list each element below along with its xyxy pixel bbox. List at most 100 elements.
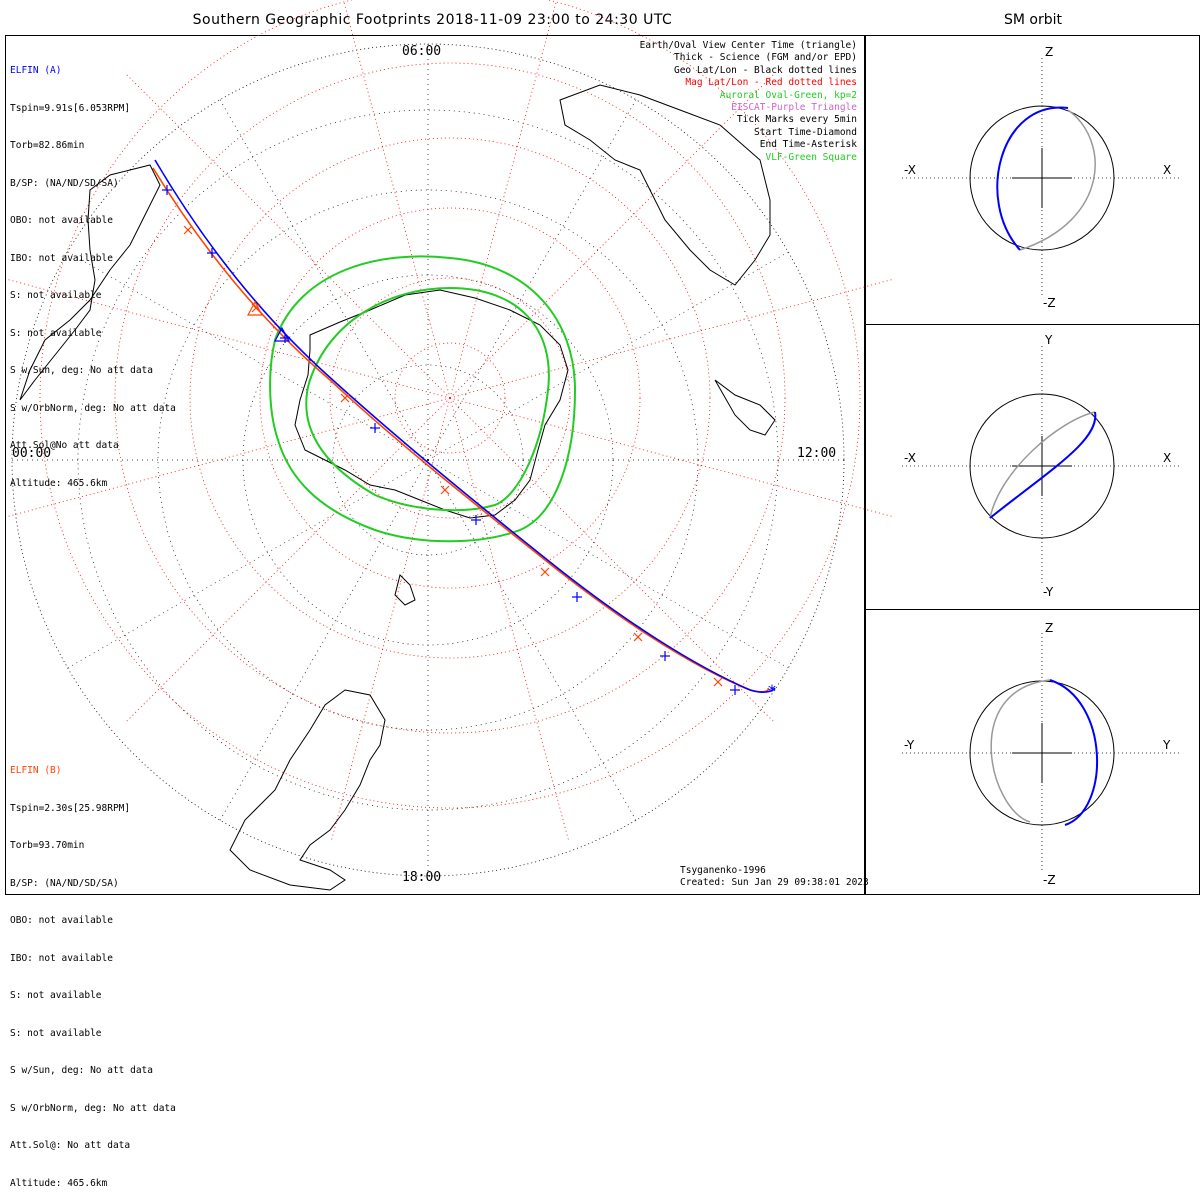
map-legend: Earth/Oval View Center Time (triangle) T…	[640, 40, 857, 164]
sm2-up-label: Y	[1045, 333, 1053, 347]
plot-title: Southern Geographic Footprints 2018-11-0…	[192, 12, 673, 28]
elfin-a-line: B/SP: (NA/ND/SD/SA)	[10, 177, 119, 189]
sm-orbit-far-side	[990, 679, 1051, 823]
mag-latitude-circle	[114, 62, 786, 734]
elfin-b-tick	[440, 485, 450, 495]
credit-block: Tsyganenko-1996 Created: Sun Jan 29 09:3…	[680, 865, 869, 889]
elfin-b-line: Att.Sol@: No att data	[10, 1140, 131, 1151]
legend-item: Thick - Science (FGM and/or EPD)	[673, 52, 857, 64]
elfin-a-end-asterisk: *	[768, 681, 776, 700]
sm-orbit-near-side	[996, 106, 1069, 251]
elfin-b-tick	[340, 393, 350, 403]
elfin-a-line: Altitude: 465.6km	[10, 477, 108, 489]
legend-item: Mag Lat/Lon - Red dotted lines	[685, 77, 857, 89]
time-label-top: 06:00	[402, 44, 442, 59]
model-name: Tsyganenko-1996	[680, 865, 766, 876]
elfin-b-tick	[183, 225, 193, 235]
elfin-b-line: Altitude: 465.6km	[10, 1177, 108, 1189]
sm3-up-label: Z	[1045, 621, 1054, 635]
legend-item: Start Time-Diamond	[754, 126, 857, 138]
elfin-a-line: Torb=82.86min	[10, 140, 85, 151]
auroral-oval-inner	[305, 286, 550, 512]
mag-meridian	[449, 397, 570, 843]
elfin-b-tick	[540, 567, 550, 577]
sm-orbit-near-side	[989, 411, 1097, 519]
elfin-a-line: S w/Sun, deg: No att data	[10, 365, 153, 376]
mag-meridian	[5, 278, 451, 399]
elfin-b-tick	[713, 677, 723, 687]
elfin-b-line: Torb=93.70min	[10, 840, 85, 851]
mag-meridian	[449, 397, 776, 724]
sm1-left-label: -X	[904, 163, 916, 177]
elfin-b-line: B/SP: (NA/ND/SD/SA)	[10, 877, 119, 889]
time-label-bottom: 18:00	[402, 870, 442, 885]
legend-item: EISCAT-Purple Triangle	[731, 102, 857, 114]
mag-meridian	[124, 397, 451, 724]
mag-meridian	[449, 397, 895, 518]
mag-latitude-circle	[39, 0, 861, 809]
elfin-a-line: OBO: not available	[10, 215, 113, 226]
legend-item: Auroral Oval-Green, kp=2	[719, 89, 857, 101]
legend-item: Tick Marks every 5min	[736, 114, 857, 126]
mag-meridian	[449, 72, 776, 399]
sm2-right-label: X	[1163, 451, 1172, 465]
mag-latitude-circle	[329, 277, 571, 519]
sm1-up-label: Z	[1045, 45, 1054, 59]
mag-meridian	[449, 0, 558, 399]
elfin-b-line: IBO: not available	[10, 952, 113, 964]
geo-meridian	[219, 459, 429, 821]
elfin-a-name: ELFIN (A)	[10, 65, 62, 76]
geo-meridian	[427, 251, 789, 461]
elfin-a-info: ELFIN (A) Tspin=9.91s[6.053RPM] Torb=82.…	[10, 40, 176, 503]
elfin-b-line: S w/OrbNorm, deg: No att data	[10, 1102, 176, 1114]
sm-orbit-far-side	[989, 411, 1096, 519]
elfin-b-tick	[251, 303, 261, 313]
elfin-a-line: IBO: not available	[10, 252, 113, 264]
continent-outline	[294, 289, 569, 519]
mag-meridian	[124, 72, 451, 399]
sm3-left-label: -Y	[904, 738, 915, 752]
continent-outline	[19, 164, 161, 401]
sm2-left-label: -X	[904, 451, 916, 465]
elfin-a-view-triangle	[273, 326, 291, 342]
time-label-left: 00:00	[12, 446, 52, 461]
elfin-b-view-triangle	[246, 300, 264, 316]
sm-orbit-title: SM orbit	[1003, 12, 1062, 28]
sm2-down-label: -Y	[1043, 585, 1054, 599]
elfin-b-name: ELFIN (B)	[10, 765, 62, 776]
continent-outline	[559, 84, 771, 286]
elfin-b-line: Tspin=2.30s[25.98RPM]	[10, 802, 131, 814]
footprint-map: *	[5, 0, 1182, 891]
elfin-a-line: S: not available	[10, 327, 102, 339]
sm-orbit-near-side	[1049, 679, 1099, 826]
continent-outline	[394, 574, 416, 606]
elfin-a-track	[154, 159, 776, 693]
sm3-right-label: Y	[1163, 738, 1171, 752]
mag-latitude-circle	[394, 342, 506, 454]
sm3-down-label: -Z	[1043, 873, 1056, 887]
sm1-right-label: X	[1163, 163, 1172, 177]
elfin-b-track	[152, 167, 770, 693]
footprint-map-frame	[5, 35, 865, 895]
elfin-b-info: ELFIN (B) Tspin=2.30s[25.98RPM] Torb=93.…	[10, 740, 176, 1203]
mag-meridian	[342, 0, 451, 399]
mag-latitude-circle	[189, 137, 711, 659]
elfin-b-line: OBO: not available	[10, 915, 113, 926]
geo-meridian	[427, 99, 637, 461]
elfin-a-line: S: not available	[10, 290, 102, 301]
created-timestamp: Created: Sun Jan 29 09:38:01 2023	[680, 877, 869, 888]
legend-item: Geo Lat/Lon - Black dotted lines	[673, 64, 857, 76]
legend-item: Earth/Oval View Center Time (triangle)	[639, 40, 857, 51]
elfin-b-tick	[633, 632, 643, 642]
sm1-down-label: -Z	[1043, 296, 1056, 310]
continent-outline	[714, 379, 776, 436]
legend-item: VLF-Green Square	[765, 151, 857, 163]
auroral-oval-outer	[269, 255, 577, 543]
mag-meridian	[330, 397, 451, 843]
mag-latitude-circle	[259, 207, 641, 589]
continent-outline	[229, 689, 386, 891]
mag-meridian	[449, 278, 895, 399]
elfin-a-line: Att.Sol@No att data	[10, 440, 119, 451]
elfin-a-line: S w/OrbNorm, deg: No att data	[10, 402, 176, 414]
legend-item: End Time-Asterisk	[759, 139, 857, 151]
